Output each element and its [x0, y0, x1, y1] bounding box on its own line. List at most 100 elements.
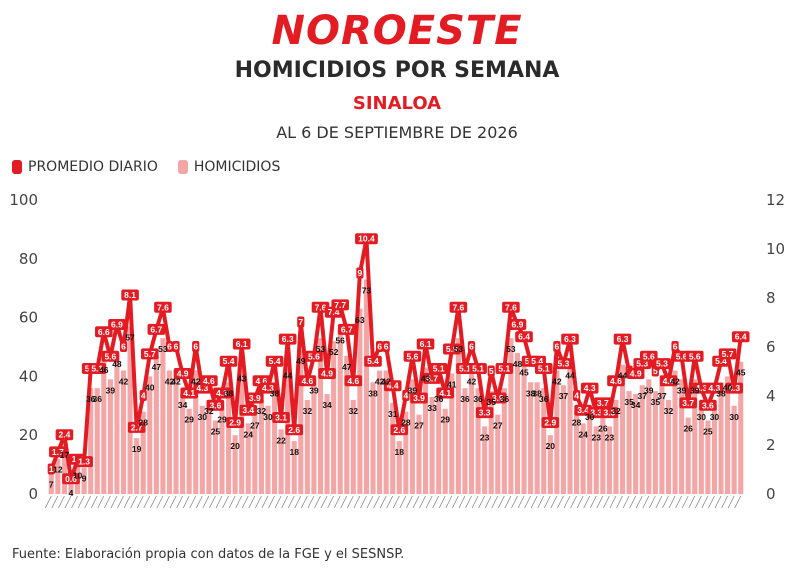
bar — [738, 361, 744, 494]
bar-data-label: 34 — [631, 400, 641, 410]
line-data-label: 4.3 — [196, 383, 208, 393]
bar — [357, 308, 363, 494]
bar — [482, 426, 488, 494]
line-data-label: 7 — [298, 317, 303, 327]
line-label-bg — [515, 331, 533, 343]
bar — [219, 408, 225, 494]
line-label-bg — [639, 350, 658, 362]
line-label-bg — [467, 341, 476, 352]
bar — [475, 388, 481, 494]
line-label-bg — [402, 390, 410, 401]
legend-line-swatch — [12, 160, 22, 174]
bar-data-label: 35 — [624, 397, 634, 407]
bar — [120, 370, 127, 494]
x-tick-mark — [360, 495, 367, 509]
x-tick-mark — [84, 495, 92, 509]
line-data-label: 4.9 — [177, 368, 189, 378]
line-label-bg — [272, 412, 290, 424]
bar-data-label: 63 — [355, 315, 365, 325]
x-tick-mark — [511, 495, 518, 509]
bar-data-label: 25 — [211, 427, 221, 437]
line-data-label: 6.3 — [564, 334, 576, 344]
line-data-label: 5 — [653, 366, 658, 376]
bar-data-label: 39 — [644, 385, 654, 395]
line-label-bg — [580, 382, 599, 394]
line-label-bg — [88, 363, 107, 375]
line-data-label: 6 — [377, 342, 382, 352]
bar — [377, 370, 383, 494]
x-tick-mark — [268, 495, 275, 509]
bar — [633, 394, 639, 494]
x-tick-mark — [156, 495, 164, 509]
x-tick-mark — [504, 495, 512, 509]
x-tick-mark — [222, 495, 229, 509]
bar-data-label: 37 — [559, 391, 569, 401]
line-data-label: 3.6 — [210, 400, 222, 410]
bar — [652, 391, 658, 494]
bar-data-label: 39 — [106, 385, 116, 395]
bar-data-label: 42 — [552, 377, 562, 387]
bar-data-label: 18 — [289, 447, 299, 457]
bar — [48, 473, 54, 494]
line-data-label: 5.3 — [558, 359, 570, 369]
bar-data-label: 36 — [500, 394, 510, 404]
line-data-label: 5.1 — [433, 364, 445, 374]
x-tick-mark — [340, 495, 348, 509]
bar-data-label: 23 — [605, 432, 615, 442]
x-tick-mark — [570, 495, 577, 509]
line-label-bg — [55, 429, 74, 441]
x-tick-mark — [255, 495, 262, 509]
bar-data-label: 36 — [93, 394, 103, 404]
bar-data-label: 29 — [441, 415, 451, 425]
line-label-bg — [206, 399, 225, 411]
bar-data-label: 47 — [342, 362, 352, 372]
bar — [488, 391, 494, 494]
bar — [94, 388, 100, 494]
line-label-bg — [47, 463, 55, 475]
bar-data-label: 36 — [86, 394, 96, 404]
line-label-bg — [699, 399, 717, 411]
x-tick-mark — [195, 495, 203, 509]
bar — [134, 438, 140, 494]
bar-data-label: 26 — [598, 424, 608, 434]
x-tick-mark — [432, 495, 440, 509]
line-data-label: 5.7 — [144, 349, 156, 359]
x-tick-mark — [517, 495, 525, 509]
bar-data-label: 20 — [230, 441, 240, 451]
bar — [613, 399, 619, 494]
x-tick-mark — [557, 495, 564, 509]
line-label-bg — [147, 323, 166, 335]
line-data-label: 2.6 — [288, 425, 300, 435]
bar — [698, 405, 704, 494]
line-label-bg — [278, 333, 297, 345]
bar-data-label: 24 — [244, 429, 254, 439]
bar — [239, 367, 245, 494]
line-data-label: 3.4 — [577, 405, 589, 415]
x-tick-mark — [281, 495, 289, 509]
line-data-label: 5.1 — [459, 364, 471, 374]
x-tick-mark — [301, 495, 308, 509]
line-data-label: 6.7 — [341, 324, 353, 334]
x-tick-mark — [576, 495, 584, 509]
bar — [199, 405, 205, 494]
line-data-label: 5.6 — [643, 351, 655, 361]
bar-data-label: 38 — [526, 388, 536, 398]
x-tick-mark — [399, 495, 407, 509]
line-label-bg — [594, 397, 612, 409]
line-label-bg — [488, 392, 507, 404]
line-label-bg — [192, 341, 200, 352]
line-data-label: 4.1 — [439, 388, 451, 398]
bar-data-label: 28 — [138, 418, 148, 428]
x-tick-mark — [294, 495, 302, 509]
x-tick-mark — [163, 495, 170, 509]
line-data-label: 6.4 — [518, 332, 530, 342]
bar — [679, 379, 685, 494]
line-label-bg — [108, 318, 126, 330]
bar — [725, 376, 731, 494]
x-tick-mark — [445, 495, 453, 509]
line-data-label: 4 — [403, 391, 408, 401]
line-label-bg — [561, 333, 579, 345]
y2-tick-label: 12 — [766, 191, 785, 209]
bar — [403, 411, 409, 494]
bar — [55, 458, 61, 494]
